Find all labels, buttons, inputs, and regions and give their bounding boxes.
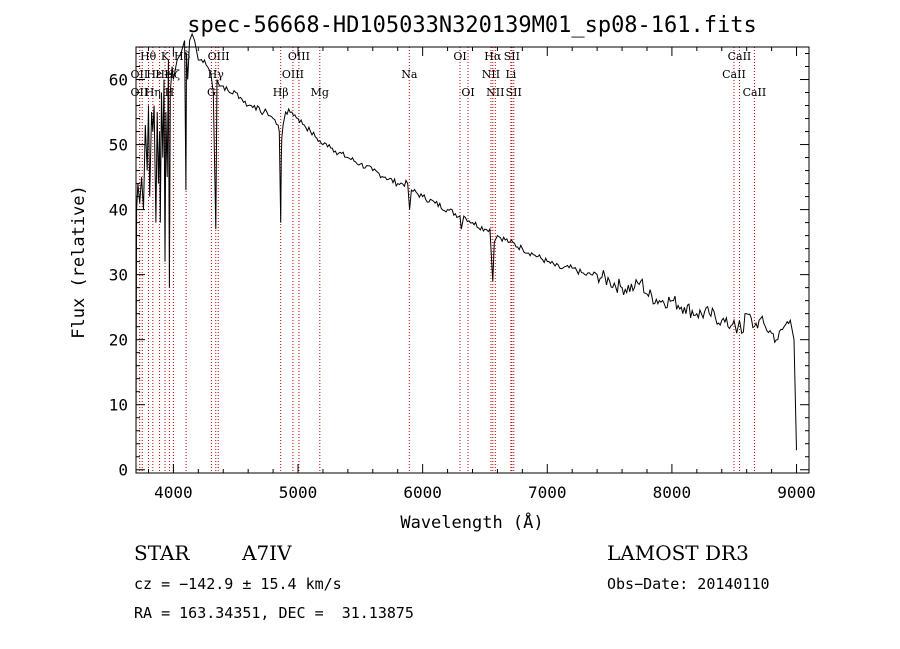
x-tick-label: 4000 xyxy=(154,483,193,502)
x-axis-label: Wavelength (Å) xyxy=(400,511,543,533)
line-label: Li xyxy=(505,68,516,81)
spectrum-chart: spec-56668-HD105033N320139M01_sp08-161.f… xyxy=(69,13,816,533)
line-label: H xyxy=(165,86,175,99)
line-label: Hε xyxy=(146,68,162,81)
spectrum-line xyxy=(135,32,797,451)
x-tick-label: 5000 xyxy=(279,483,318,502)
coordinates: RA = 163.34351, DEC = 31.13875 xyxy=(134,604,414,622)
line-label: OIII xyxy=(282,68,304,81)
line-label: OII xyxy=(131,68,149,81)
line-label: K xyxy=(161,50,170,63)
obs-date: Obs−Date: 20140110 xyxy=(607,575,770,593)
line-label: OI xyxy=(461,86,474,99)
line-label: Hβ xyxy=(273,86,289,99)
line-label: OIII xyxy=(208,50,230,63)
axes: 4000 5000 6000 7000 8000 9000 0 10 20 30 40 50 60 xyxy=(109,47,816,502)
y-tick-label: 60 xyxy=(109,71,128,90)
spectral-class: A7IV xyxy=(242,541,292,565)
spectral-line-markers xyxy=(139,47,755,473)
x-tick-label: 7000 xyxy=(528,483,567,502)
survey-name: LAMOST DR3 xyxy=(607,541,749,565)
x-tick-label: 6000 xyxy=(403,483,442,502)
line-label: NII xyxy=(482,68,500,81)
line-label: G xyxy=(207,86,216,99)
x-tick-label: 8000 xyxy=(653,483,692,502)
y-tick-label: 40 xyxy=(109,201,128,220)
line-label: He xyxy=(155,68,171,81)
y-tick-label: 20 xyxy=(109,331,128,350)
line-label: CaII xyxy=(728,50,752,63)
y-tick-label: 10 xyxy=(109,396,128,415)
plot-frame xyxy=(135,46,810,474)
line-label: Hη xyxy=(145,86,161,99)
line-label: Na xyxy=(401,68,418,81)
y-axis-label: Flux (relative) xyxy=(69,185,89,339)
chart-title: spec-56668-HD105033N320139M01_sp08-161.f… xyxy=(187,13,757,38)
x-tick-label: 9000 xyxy=(777,483,816,502)
line-label: Hα xyxy=(484,50,502,63)
line-label: OIII xyxy=(288,50,310,63)
line-label: NII xyxy=(486,86,504,99)
y-tick-label: 0 xyxy=(118,461,128,480)
y-tick-label: 30 xyxy=(109,266,128,285)
line-label: Hγ xyxy=(208,68,225,81)
cz-value: cz = −142.9 ± 15.4 km/s xyxy=(134,575,342,593)
object-type: STAR xyxy=(134,541,190,565)
line-label: OI xyxy=(453,50,466,63)
line-label: CaII xyxy=(722,68,746,81)
line-label: Hθ xyxy=(140,50,157,63)
line-label: Mg xyxy=(311,86,329,99)
line-label: SII xyxy=(504,50,520,63)
line-label: SII xyxy=(506,86,522,99)
y-tick-label: 50 xyxy=(109,136,128,155)
line-label: CaII xyxy=(743,86,767,99)
